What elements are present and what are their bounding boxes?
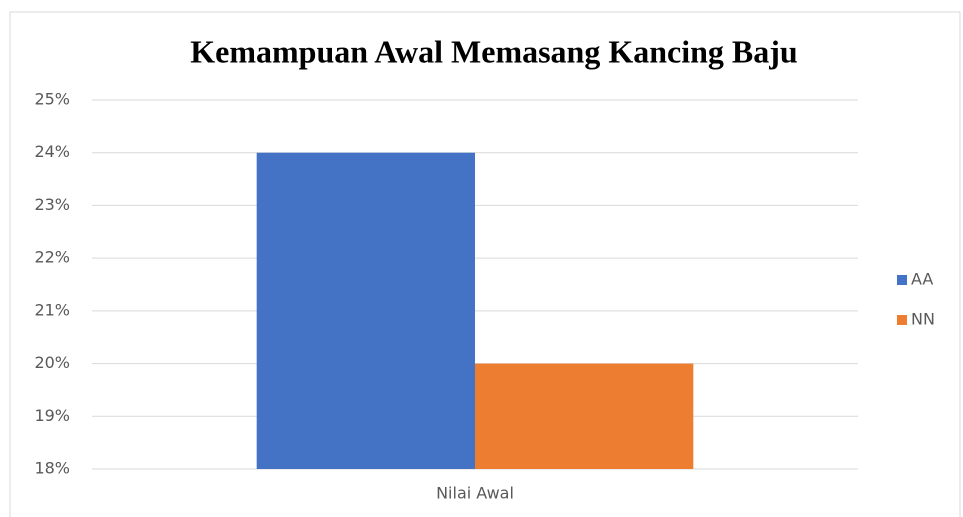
y-tick-label: 18% bbox=[34, 459, 70, 478]
y-tick-label: 24% bbox=[34, 142, 70, 161]
legend-swatch bbox=[897, 275, 907, 285]
y-tick-label: 20% bbox=[34, 353, 70, 372]
bar bbox=[256, 152, 475, 469]
y-tick-label: 22% bbox=[34, 248, 70, 267]
legend-label: AA bbox=[911, 270, 933, 289]
y-tick-label: 21% bbox=[34, 300, 70, 319]
x-tick-label: Nilai Awal bbox=[436, 484, 514, 503]
y-tick-label: 25% bbox=[34, 90, 70, 109]
legend-swatch bbox=[897, 315, 907, 325]
y-tick-label: 19% bbox=[34, 406, 70, 425]
legend-label: NN bbox=[911, 310, 935, 329]
bar bbox=[475, 363, 694, 469]
chart-title: Kemampuan Awal Memasang Kancing Baju bbox=[190, 33, 797, 69]
y-tick-label: 23% bbox=[34, 195, 70, 214]
